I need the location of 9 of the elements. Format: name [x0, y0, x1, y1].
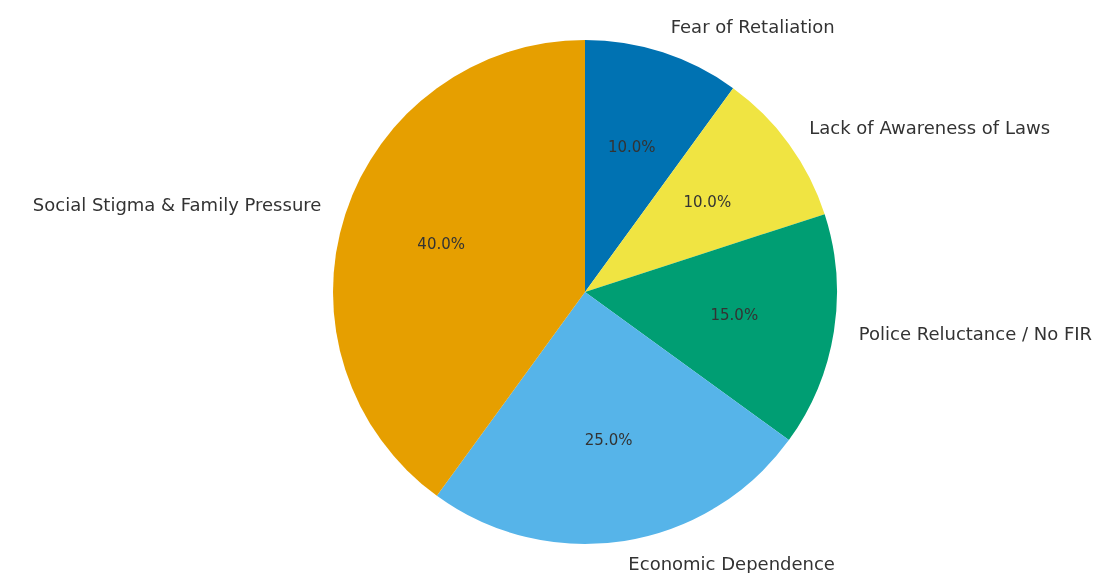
- slice-label: Lack of Awareness of Laws: [809, 116, 1051, 138]
- data-label: 10.0%: [607, 138, 656, 157]
- data-label: 40.0%: [417, 235, 466, 254]
- slice-label: Social Stigma & Family Pressure: [32, 194, 322, 216]
- data-label: 15.0%: [710, 305, 759, 324]
- data-label: 25.0%: [584, 431, 633, 450]
- data-label: 10.0%: [683, 193, 732, 212]
- slice-label: Police Reluctance / No FIR: [858, 323, 1093, 345]
- slice-label: Fear of Retaliation: [670, 16, 835, 38]
